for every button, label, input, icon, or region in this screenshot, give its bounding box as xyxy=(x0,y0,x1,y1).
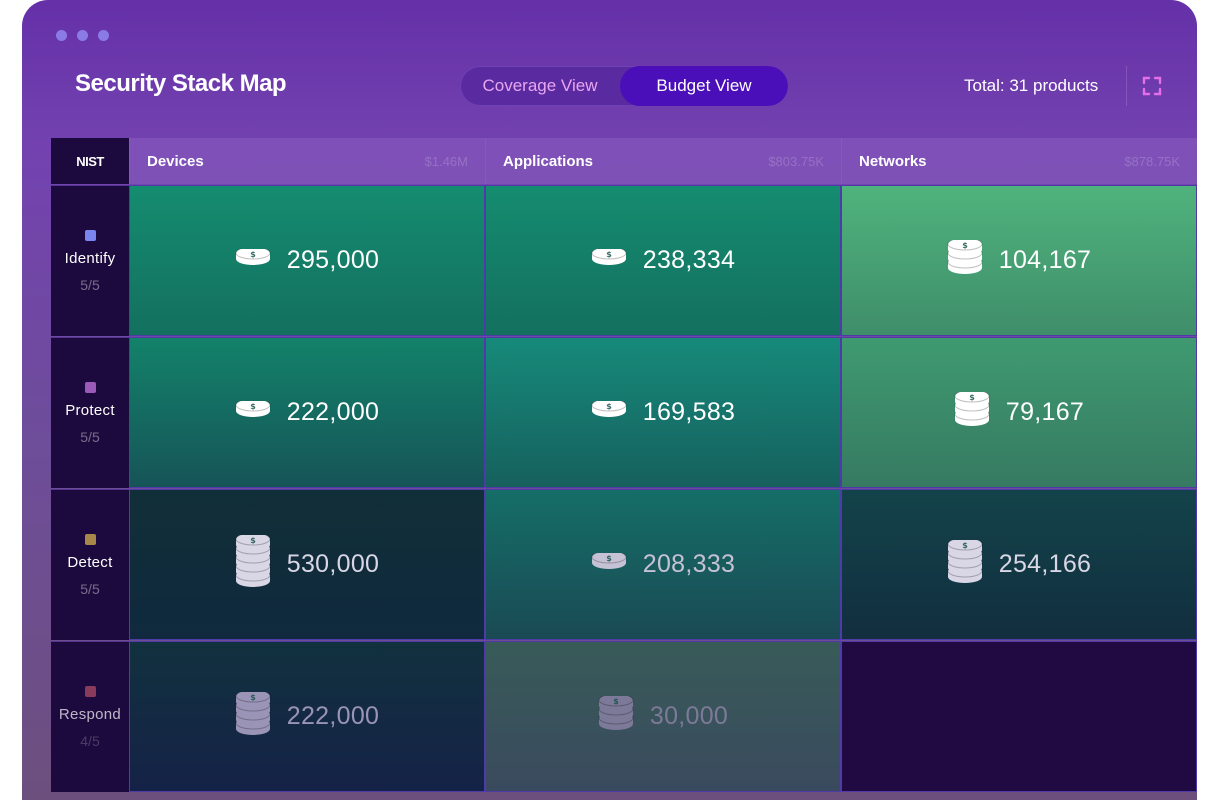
cell-value: 238,334 xyxy=(642,246,736,274)
coin-stack-icon: $ xyxy=(947,240,983,281)
cell-value: 30,000 xyxy=(649,702,729,730)
svg-text:$: $ xyxy=(613,697,619,706)
cell-protect-networks[interactable]: $ 79,167 xyxy=(841,337,1197,488)
nist-label: NIST xyxy=(51,138,129,184)
coin-stack-icon: $ xyxy=(235,401,271,424)
coin-stack-icon: $ xyxy=(947,539,983,590)
page-title: Security Stack Map xyxy=(75,70,287,97)
svg-text:$: $ xyxy=(606,554,612,563)
row-label: Detect xyxy=(67,553,113,571)
coin-stack-icon: $ xyxy=(235,691,271,742)
column-name: Devices xyxy=(147,152,204,170)
cell-identify-devices[interactable]: $ 295,000 xyxy=(129,185,485,336)
row-score: 5/5 xyxy=(80,276,100,293)
cell-value: 295,000 xyxy=(286,246,380,274)
row-header-respond: Respond 4/5 xyxy=(51,641,129,792)
cell-value: 254,166 xyxy=(998,550,1092,578)
row-label: Respond xyxy=(58,705,122,723)
coin-stack-icon: $ xyxy=(591,249,627,272)
cell-value: 530,000 xyxy=(286,550,380,578)
window-controls xyxy=(56,30,109,41)
column-name: Networks xyxy=(859,152,927,170)
cell-identify-networks[interactable]: $ 104,167 xyxy=(841,185,1197,336)
row-header-protect: Protect 5/5 xyxy=(51,337,129,488)
cell-detect-devices[interactable]: $ 530,000 xyxy=(129,489,485,640)
cell-protect-devices[interactable]: $ 222,000 xyxy=(129,337,485,488)
view-toggle: Coverage View Budget View xyxy=(460,66,788,106)
window-dot-3[interactable] xyxy=(98,30,109,41)
row-score: 5/5 xyxy=(80,580,100,597)
app-window: Security Stack Map Coverage View Budget … xyxy=(22,0,1197,800)
row-header-detect: Detect 5/5 xyxy=(51,489,129,640)
cell-value: 79,167 xyxy=(1005,398,1085,426)
cell-detect-networks[interactable]: $ 254,166 xyxy=(841,489,1197,640)
grid-header-bar xyxy=(51,138,1197,184)
expand-icon[interactable] xyxy=(1142,76,1162,96)
detect-square-icon xyxy=(84,533,96,545)
cell-value: 169,583 xyxy=(642,398,736,426)
column-budget: $1.46M xyxy=(424,153,468,169)
cell-identify-applications[interactable]: $ 238,334 xyxy=(485,185,841,336)
coin-stack-icon: $ xyxy=(235,249,271,272)
identify-square-icon xyxy=(84,229,96,241)
row-label: Protect xyxy=(65,401,115,419)
cell-value: 222,000 xyxy=(286,702,380,730)
coin-stack-icon: $ xyxy=(598,696,634,737)
svg-text:$: $ xyxy=(250,402,256,411)
svg-text:$: $ xyxy=(250,536,256,545)
window-dot-1[interactable] xyxy=(56,30,67,41)
svg-text:$: $ xyxy=(606,402,612,411)
column-header-applications: Applications $803.75K xyxy=(485,138,841,184)
svg-text:$: $ xyxy=(250,250,256,259)
svg-text:$: $ xyxy=(250,693,256,702)
cell-value: 222,000 xyxy=(286,398,380,426)
cell-respond-applications[interactable]: $ 30,000 xyxy=(485,641,841,792)
column-header-devices: Devices $1.46M xyxy=(129,138,485,184)
column-name: Applications xyxy=(503,152,594,170)
cell-detect-applications[interactable]: $ 208,333 xyxy=(485,489,841,640)
coin-stack-icon: $ xyxy=(591,553,627,576)
respond-square-icon xyxy=(84,685,96,697)
cell-respond-networks xyxy=(841,641,1197,792)
tab-coverage-view[interactable]: Coverage View xyxy=(482,76,598,95)
total-products: Total: 31 products xyxy=(964,76,1099,95)
coin-stack-icon: $ xyxy=(954,392,990,433)
tab-budget-view[interactable]: Budget View xyxy=(620,66,788,106)
coin-stack-icon: $ xyxy=(591,401,627,424)
row-score: 5/5 xyxy=(80,428,100,445)
column-budget: $878.75K xyxy=(1124,153,1180,169)
cell-value: 104,167 xyxy=(998,246,1092,274)
svg-text:$: $ xyxy=(606,250,612,259)
svg-text:$: $ xyxy=(962,541,968,550)
column-budget: $803.75K xyxy=(768,153,824,169)
cell-respond-devices[interactable]: $ 222,000 xyxy=(129,641,485,792)
protect-square-icon xyxy=(84,381,96,393)
svg-text:$: $ xyxy=(969,393,975,402)
svg-text:$: $ xyxy=(962,241,968,250)
window-dot-2[interactable] xyxy=(77,30,88,41)
row-label: Identify xyxy=(64,249,116,267)
column-header-networks: Networks $878.75K xyxy=(841,138,1197,184)
row-score: 4/5 xyxy=(80,732,100,749)
coin-stack-icon: $ xyxy=(235,535,271,594)
cell-protect-applications[interactable]: $ 169,583 xyxy=(485,337,841,488)
cell-value: 208,333 xyxy=(642,550,736,578)
header-divider xyxy=(1126,66,1127,106)
row-header-identify: Identify 5/5 xyxy=(51,185,129,336)
